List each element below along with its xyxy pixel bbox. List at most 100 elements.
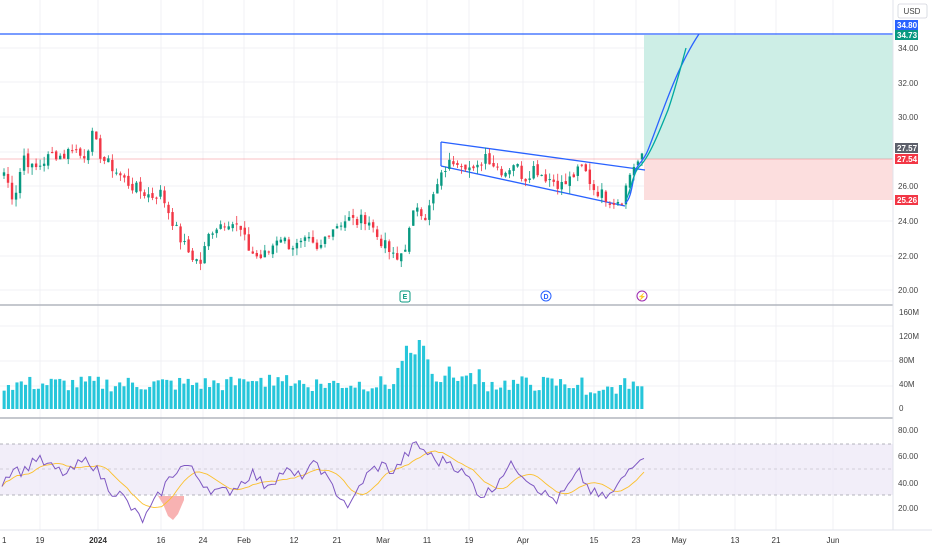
volume-bar <box>520 376 524 409</box>
candle-body <box>175 224 178 226</box>
vertical-grid <box>39 0 834 530</box>
candle-body <box>412 210 415 226</box>
volume-bar <box>225 379 229 409</box>
volume-bar <box>169 380 173 409</box>
volume-bar <box>392 384 396 409</box>
time-tick: Feb <box>237 536 251 545</box>
volume-bar <box>109 391 113 409</box>
rsi-tick: 80.00 <box>898 426 919 435</box>
volume-bar <box>238 378 242 409</box>
volume-bar <box>246 381 250 409</box>
price-tick: 32.00 <box>898 79 919 88</box>
candle-body <box>524 178 527 182</box>
volume-bar <box>571 388 575 409</box>
candle-body <box>359 214 363 224</box>
volume-bar <box>122 386 126 409</box>
candle-body <box>496 166 499 168</box>
candle-body <box>103 157 106 161</box>
candle-body <box>464 164 467 170</box>
price-scale[interactable] <box>893 0 932 530</box>
volume-bar <box>546 377 550 409</box>
candle-body <box>636 161 640 166</box>
target-price-text: 34.73 <box>897 31 918 40</box>
volume-bar <box>319 383 323 409</box>
candle-body <box>6 173 10 183</box>
volume-bar <box>524 377 528 409</box>
event-split[interactable]: ⚡ <box>636 290 648 302</box>
projection-path-blue[interactable] <box>624 33 700 204</box>
volume-bar <box>584 394 588 409</box>
volume-bar <box>310 391 314 409</box>
candle-body <box>287 239 291 250</box>
volume-bar <box>118 382 122 409</box>
volume-bar <box>250 380 254 409</box>
event-earnings[interactable]: E <box>399 290 411 303</box>
volume-bar <box>409 352 413 409</box>
projection-path-teal[interactable] <box>625 47 687 201</box>
volume-bar <box>353 387 357 409</box>
time-tick: 19 <box>36 536 45 545</box>
candle-body <box>383 240 387 249</box>
candle-body <box>79 148 82 156</box>
price-tick: 34.00 <box>898 44 919 53</box>
volume-bar <box>383 384 387 409</box>
stop-zone[interactable] <box>644 159 893 200</box>
candle-body <box>155 197 158 199</box>
volume-bar <box>297 380 301 409</box>
event-dividend[interactable]: D <box>540 290 552 302</box>
candle-body <box>255 252 258 257</box>
currency-badge[interactable]: USD <box>897 3 928 19</box>
volume-bar <box>533 390 537 409</box>
volume-tick: 80M <box>899 356 915 365</box>
volume-bar <box>45 385 49 409</box>
candle-body <box>315 242 319 249</box>
candle-body <box>191 250 194 261</box>
candle-body <box>295 242 299 249</box>
candle-body <box>26 153 30 168</box>
volume-bar <box>92 380 96 409</box>
candle-body <box>484 153 487 164</box>
volume-bar <box>242 379 246 409</box>
candle-body <box>235 223 238 225</box>
candle-body <box>167 204 170 214</box>
candle-body <box>428 205 431 220</box>
time-scale[interactable] <box>0 530 893 550</box>
time-tick: 12 <box>290 536 299 545</box>
candle-body <box>436 184 439 194</box>
channel-lower-line[interactable] <box>440 165 626 207</box>
volume-bar <box>36 388 40 409</box>
volume-bar <box>32 389 36 409</box>
candle-body <box>568 176 571 186</box>
rsi-tick: 60.00 <box>898 452 919 461</box>
volume-bar <box>413 354 417 409</box>
candle-body <box>247 234 250 251</box>
candle-body <box>42 163 46 166</box>
volume-bar <box>327 382 331 409</box>
candle-body <box>608 203 612 205</box>
candle-body <box>416 207 419 212</box>
candle-body <box>58 155 62 160</box>
candle-body <box>528 178 531 180</box>
volume-bar <box>88 376 92 409</box>
volume-bar <box>460 376 464 409</box>
candle-body <box>187 239 190 253</box>
volume-bar <box>434 381 438 409</box>
volume-bar <box>113 386 117 409</box>
volume-bar <box>456 380 460 409</box>
candle-body <box>363 215 367 225</box>
candle-body <box>504 172 507 177</box>
target-zone[interactable] <box>644 35 893 159</box>
candle-body <box>111 159 114 172</box>
candle-body <box>179 226 182 243</box>
channel-upper-line[interactable] <box>440 141 646 171</box>
volume-bar <box>503 380 507 409</box>
volume-bar <box>6 385 10 409</box>
volume-bar <box>259 377 263 409</box>
candle-body <box>50 152 54 154</box>
volume-bar <box>559 379 563 409</box>
candle-body <box>243 227 246 235</box>
volume-bar <box>49 378 53 409</box>
volume-bar <box>212 380 216 409</box>
